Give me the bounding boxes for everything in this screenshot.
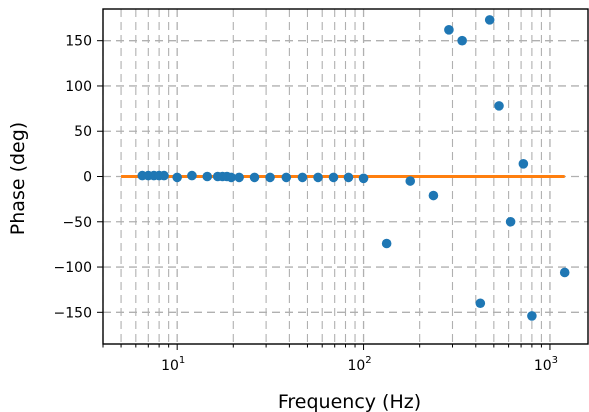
data-point (475, 298, 486, 309)
data-point (159, 170, 169, 181)
data-point (444, 25, 454, 35)
data-point (527, 311, 537, 321)
y-tick-label: 150 (65, 34, 92, 50)
data-point (172, 172, 182, 183)
x-axis-ticks: 101 102 103 (102, 344, 558, 374)
y-axis-ticks: −150 −100 −50 0 50 100 150 (54, 34, 103, 321)
x-tick-label-exponent: 1 (179, 355, 185, 366)
data-point (381, 238, 392, 249)
data-point (559, 267, 570, 278)
data-point (249, 172, 260, 183)
data-point (358, 173, 369, 184)
data-point (518, 159, 529, 169)
y-tick-label: 0 (83, 170, 92, 186)
y-tick-label: −150 (54, 305, 92, 321)
data-point (187, 170, 197, 181)
y-tick-label: −100 (54, 260, 92, 276)
data-point (328, 172, 339, 183)
x-tick-label-exponent: 2 (365, 355, 371, 366)
data-point (505, 216, 516, 227)
x-tick-label-exponent: 3 (552, 355, 558, 366)
data-point (457, 35, 467, 46)
y-axis-label: Phase (deg) (7, 122, 29, 235)
data-point (313, 172, 323, 183)
grid-lines (102, 9, 588, 344)
x-tick-label: 101 (161, 355, 185, 374)
y-tick-label: 100 (65, 79, 92, 95)
data-point (265, 172, 275, 183)
y-tick-label: −50 (62, 215, 92, 231)
data-point (226, 172, 237, 183)
data-point (281, 172, 292, 183)
data-point (343, 172, 354, 183)
data-point (428, 190, 439, 201)
x-tick-label-base: 10 (161, 358, 179, 374)
data-point (405, 176, 416, 186)
data-point (234, 172, 244, 183)
data-point (202, 171, 213, 182)
data-point (297, 172, 308, 183)
x-axis-label: Frequency (Hz) (278, 391, 421, 412)
x-tick-label: 102 (347, 355, 371, 374)
x-tick-label-base: 10 (534, 358, 552, 374)
data-point (494, 101, 504, 111)
data-point (484, 15, 495, 25)
x-tick-label: 103 (534, 355, 558, 374)
y-tick-label: 50 (74, 124, 92, 140)
x-tick-label-base: 10 (347, 358, 365, 374)
scatter-points (137, 15, 570, 321)
